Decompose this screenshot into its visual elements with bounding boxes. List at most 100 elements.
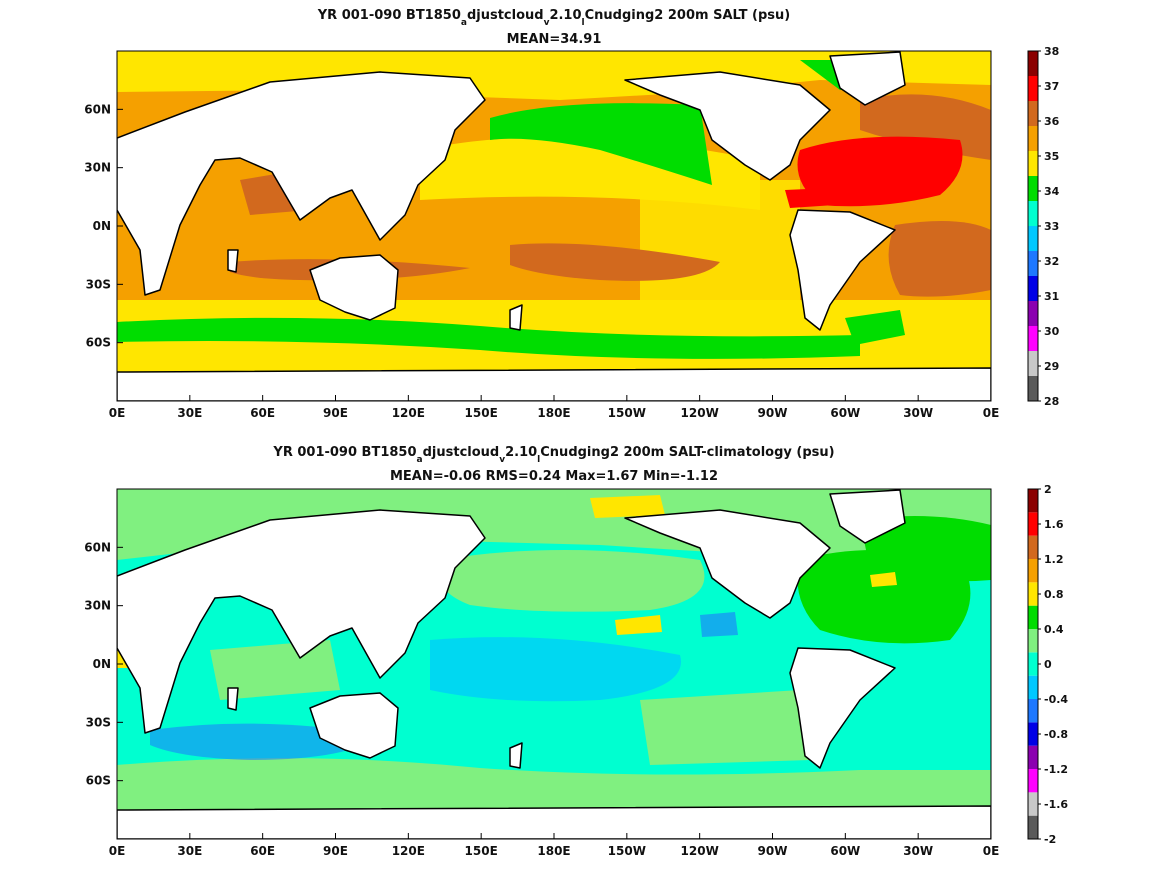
greenland-landmass (829, 489, 906, 544)
x-tick-label: 0E (109, 844, 126, 858)
colorbar-tick-label: -0.8 (1044, 728, 1068, 741)
panel-2-ticks: 0E 30E 60E 90E 120E 150E 180E 150W 120W 90W 60W 30W… (84, 540, 999, 858)
panel-1-subtitle: MEAN=34.91 (507, 32, 602, 47)
colorbar-swatch (1028, 276, 1038, 301)
y-tick-label: 60N (84, 540, 111, 554)
colorbar-swatch (1028, 326, 1038, 351)
colorbar-tick-label: 36 (1044, 115, 1060, 128)
colorbar-tick-label: 31 (1044, 290, 1059, 303)
salinity-region (888, 221, 991, 297)
anomaly-region (870, 572, 897, 587)
salinity-region (845, 310, 905, 345)
panel-2-map (117, 489, 991, 839)
salinity-region (510, 243, 720, 281)
colorbar-tick-label: 37 (1044, 80, 1059, 93)
colorbar-swatch (1028, 512, 1038, 536)
antarctica-landmass (117, 367, 991, 401)
south-america-landmass (789, 647, 896, 769)
salinity-region (785, 188, 835, 208)
x-tick-label: 90E (323, 844, 348, 858)
colorbar-tick-label: 1.6 (1044, 518, 1064, 531)
colorbar-tick-label: -1.6 (1044, 798, 1068, 811)
x-tick-label: 30W (903, 406, 933, 420)
anomaly-region (700, 612, 738, 637)
colorbar-tick-label: 0 (1044, 658, 1052, 671)
colorbar-tick-label: 32 (1044, 255, 1059, 268)
colorbar-tick-label: -2 (1044, 833, 1056, 846)
salinity-region (797, 136, 963, 207)
new-zealand-landmass (509, 742, 523, 769)
colorbar-tick-label: -0.4 (1044, 693, 1068, 706)
anomaly-region (590, 495, 665, 518)
colorbar-tick-label: -1.2 (1044, 763, 1068, 776)
x-tick-label: 150W (608, 406, 646, 420)
panel-2-colorbar: 2 1.6 1.2 0.8 0.4 0 -0.4 -0.8 -1.2 -1.6 -2 (1027, 483, 1068, 846)
colorbar-swatch (1028, 226, 1038, 251)
anomaly-region (210, 640, 340, 700)
y-tick-label: 0N (93, 219, 111, 233)
x-tick-label: 120W (681, 844, 719, 858)
x-tick-label: 60E (250, 406, 275, 420)
y-tick-label: 0N (93, 657, 111, 671)
colorbar-swatch (1028, 51, 1038, 76)
madagascar-landmass (227, 687, 239, 711)
eurasia-africa-landmass (117, 509, 486, 734)
x-tick-label: 90W (758, 406, 788, 420)
colorbar-swatch (1028, 629, 1038, 653)
x-tick-label: 60E (250, 844, 275, 858)
colorbar-swatch (1028, 76, 1038, 101)
colorbar-swatch (1028, 201, 1038, 226)
salinity-region (490, 103, 712, 185)
panel-2: YR 001-090 BT1850adjustcloudv2.10lCnudgi… (84, 445, 1068, 858)
colorbar-tick-label: 38 (1044, 45, 1059, 58)
colorbar-tick-label: 34 (1044, 185, 1060, 198)
madagascar-landmass (227, 249, 239, 273)
x-tick-label: 0E (109, 406, 126, 420)
greenland-landmass (829, 51, 906, 106)
anomaly-region (640, 690, 810, 765)
colorbar-swatch (1028, 376, 1038, 401)
new-zealand-landmass (509, 304, 523, 331)
colorbar-swatch (1028, 769, 1038, 793)
colorbar-swatch (1028, 301, 1038, 326)
x-tick-label: 150E (465, 406, 498, 420)
colorbar-swatch (1028, 559, 1038, 583)
land-masses (117, 489, 991, 839)
colorbar-tick-label: 35 (1044, 150, 1059, 163)
x-tick-label: 0E (983, 406, 1000, 420)
anomaly-region (860, 516, 991, 582)
colorbar-tick-label: 1.2 (1044, 553, 1064, 566)
x-tick-label: 150W (608, 844, 646, 858)
colorbar-swatch (1028, 699, 1038, 723)
colorbar-swatch (1028, 489, 1038, 513)
colorbar-tick-label: 0.8 (1044, 588, 1064, 601)
colorbar-tick-label: 2 (1044, 483, 1052, 496)
anomaly-region (615, 615, 662, 635)
x-tick-label: 30W (903, 844, 933, 858)
colorbar-swatch (1028, 605, 1038, 629)
colorbar-swatch (1028, 745, 1038, 769)
north-america-landmass (624, 509, 831, 619)
colorbar-tick-label: 33 (1044, 220, 1059, 233)
x-tick-label: 60W (830, 406, 860, 420)
y-tick-label: 60S (86, 774, 111, 788)
x-tick-label: 180E (537, 406, 570, 420)
y-tick-label: 30N (84, 599, 111, 613)
x-tick-label: 60W (830, 844, 860, 858)
x-tick-label: 30E (177, 406, 202, 420)
colorbar-tick-label: 28 (1044, 395, 1059, 408)
anomaly-region (438, 550, 705, 612)
colorbar-swatch (1028, 351, 1038, 376)
colorbar-tick-label: 30 (1044, 325, 1060, 338)
colorbar-swatch (1028, 792, 1038, 816)
y-tick-label: 30N (84, 161, 111, 175)
colorbar-swatch (1028, 722, 1038, 746)
antarctica-landmass (117, 805, 991, 839)
colorbar-tick-label: 29 (1044, 360, 1059, 373)
colorbar-swatch (1028, 101, 1038, 126)
x-tick-label: 120E (392, 406, 425, 420)
south-america-landmass (789, 209, 896, 331)
colorbar-swatch (1028, 675, 1038, 699)
panel-1-colorbar: 38 37 36 35 34 33 32 31 30 29 28 (1027, 45, 1060, 408)
